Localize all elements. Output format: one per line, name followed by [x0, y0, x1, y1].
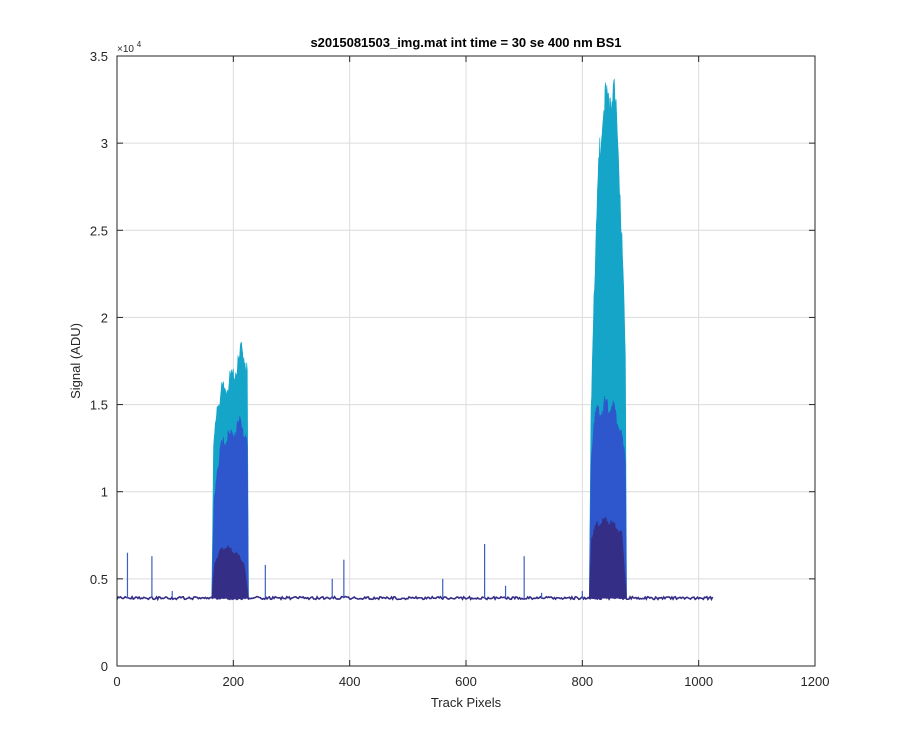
x-tick-label: 200: [222, 674, 244, 689]
x-tick-label: 1000: [684, 674, 713, 689]
x-tick-label: 1200: [801, 674, 830, 689]
y-tick-label: 2.5: [90, 223, 108, 238]
y-tick-label: 3.5: [90, 49, 108, 64]
y-tick-label: 2: [101, 310, 108, 325]
y-tick-label: 0.5: [90, 572, 108, 587]
y-tick-label: 0: [101, 659, 108, 674]
chart-title: s2015081503_img.mat int time = 30 se 400…: [310, 35, 621, 50]
x-tick-label: 600: [455, 674, 477, 689]
y-exponent-base: ×10: [117, 44, 134, 55]
y-tick-label: 1: [101, 485, 108, 500]
y-tick-label: 3: [101, 136, 108, 151]
x-tick-label: 0: [113, 674, 120, 689]
series-layer: [116, 78, 714, 602]
baseline-trace: [116, 595, 714, 602]
y-axis-label: Signal (ADU): [68, 323, 83, 399]
y-exponent: ×10 4: [117, 40, 142, 55]
x-axis-label: Track Pixels: [431, 695, 502, 710]
y-ticks: 0 0.5 1 1.5 2 2.5 3 3.5: [90, 49, 815, 674]
y-tick-label: 1.5: [90, 398, 108, 413]
x-tick-label: 400: [339, 674, 361, 689]
x-ticks: 0 200 400 600 800 1000 1200: [113, 56, 829, 689]
y-exponent-power: 4: [137, 40, 142, 49]
x-tick-label: 800: [571, 674, 593, 689]
series-peak: [211, 544, 249, 599]
series-peak: [588, 516, 627, 599]
